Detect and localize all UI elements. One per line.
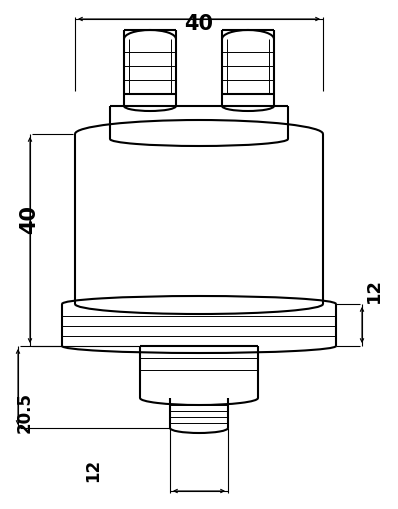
Text: 40: 40 bbox=[185, 14, 213, 35]
Text: 20.5: 20.5 bbox=[16, 391, 34, 432]
Text: 12: 12 bbox=[84, 458, 103, 481]
Text: 12: 12 bbox=[365, 277, 383, 303]
Text: 40: 40 bbox=[19, 205, 39, 233]
